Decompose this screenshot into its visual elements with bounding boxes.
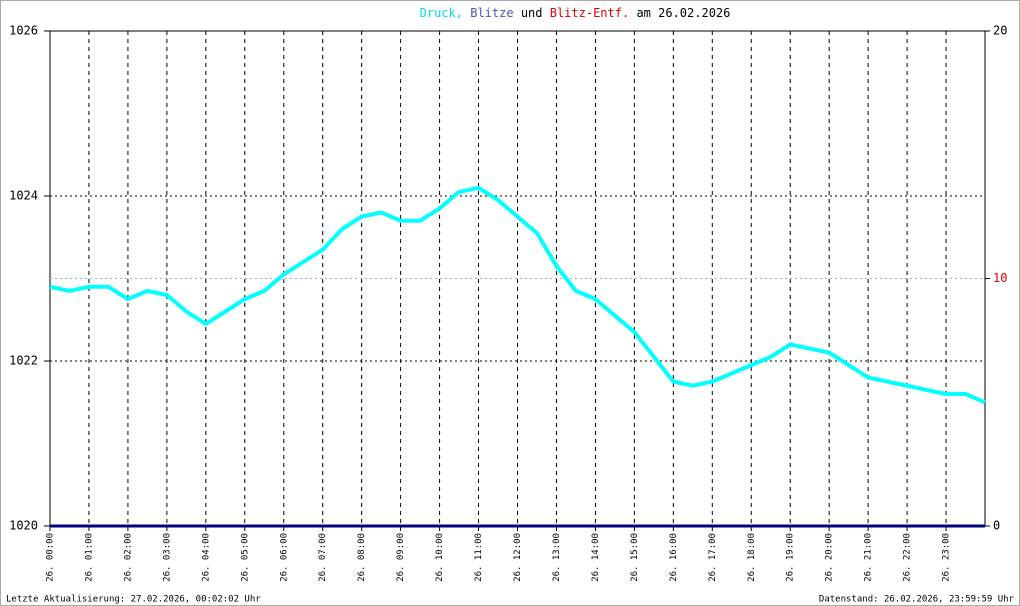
x-tick-label: 26. 02:00 — [123, 533, 133, 582]
x-tick-label: 26. 06:00 — [279, 533, 289, 582]
title-part: am 26.02.2026 — [636, 6, 730, 20]
title-part: Blitz-Entf. — [550, 6, 629, 20]
title-part: Druck, — [420, 6, 463, 20]
x-tick-label: 26. 15:00 — [630, 533, 640, 582]
x-tick-label: 26. 16:00 — [669, 533, 679, 582]
x-tick-label: 26. 08:00 — [357, 533, 367, 582]
x-tick-label: 26. 01:00 — [84, 533, 94, 582]
y-tick-label: 1022 — [9, 354, 38, 368]
series-line — [49, 185, 986, 405]
x-tick-label: 26. 05:00 — [240, 533, 250, 582]
x-tick-label: 26. 09:00 — [396, 533, 406, 582]
x-tick-label: 26. 14:00 — [591, 533, 601, 582]
x-tick-label: 26. 22:00 — [903, 533, 913, 582]
x-tick-label: 26. 00:00 — [46, 533, 56, 582]
x-tick-label: 26. 21:00 — [864, 533, 874, 582]
x-tick-label: 26. 07:00 — [318, 533, 328, 582]
chart-title: Druck, Blitze und Blitz-Entf. am 26.02.2… — [420, 6, 731, 20]
x-tick-label: 26. 12:00 — [513, 533, 523, 582]
y2-tick-label: 0 — [993, 519, 1000, 533]
x-tick-label: 26. 19:00 — [786, 533, 796, 582]
y-tick-label: 1026 — [9, 24, 38, 38]
footer-left: Letzte Aktualisierung: 27.02.2026, 00:02… — [6, 595, 261, 605]
title-part: Blitze — [470, 6, 513, 20]
x-tick-label: 26. 13:00 — [552, 533, 562, 582]
y-tick-label: 1020 — [9, 519, 38, 533]
x-tick-label: 26. 11:00 — [474, 533, 484, 582]
x-tick-label: 26. 03:00 — [162, 533, 172, 582]
y2-tick-label: 10 — [993, 271, 1007, 285]
x-tick-label: 26. 20:00 — [825, 533, 835, 582]
x-tick-label: 26. 17:00 — [708, 533, 718, 582]
x-tick-label: 26. 23:00 — [942, 533, 952, 582]
title-part: und — [521, 6, 543, 20]
footer-right: Datenstand: 26.02.2026, 23:59:59 Uhr — [819, 595, 1015, 605]
y2-tick-label: 20 — [993, 24, 1007, 38]
x-tick-label: 26. 04:00 — [201, 533, 211, 582]
x-tick-label: 26. 18:00 — [747, 533, 757, 582]
y-tick-label: 1024 — [9, 189, 38, 203]
x-tick-label: 26. 10:00 — [435, 533, 445, 582]
